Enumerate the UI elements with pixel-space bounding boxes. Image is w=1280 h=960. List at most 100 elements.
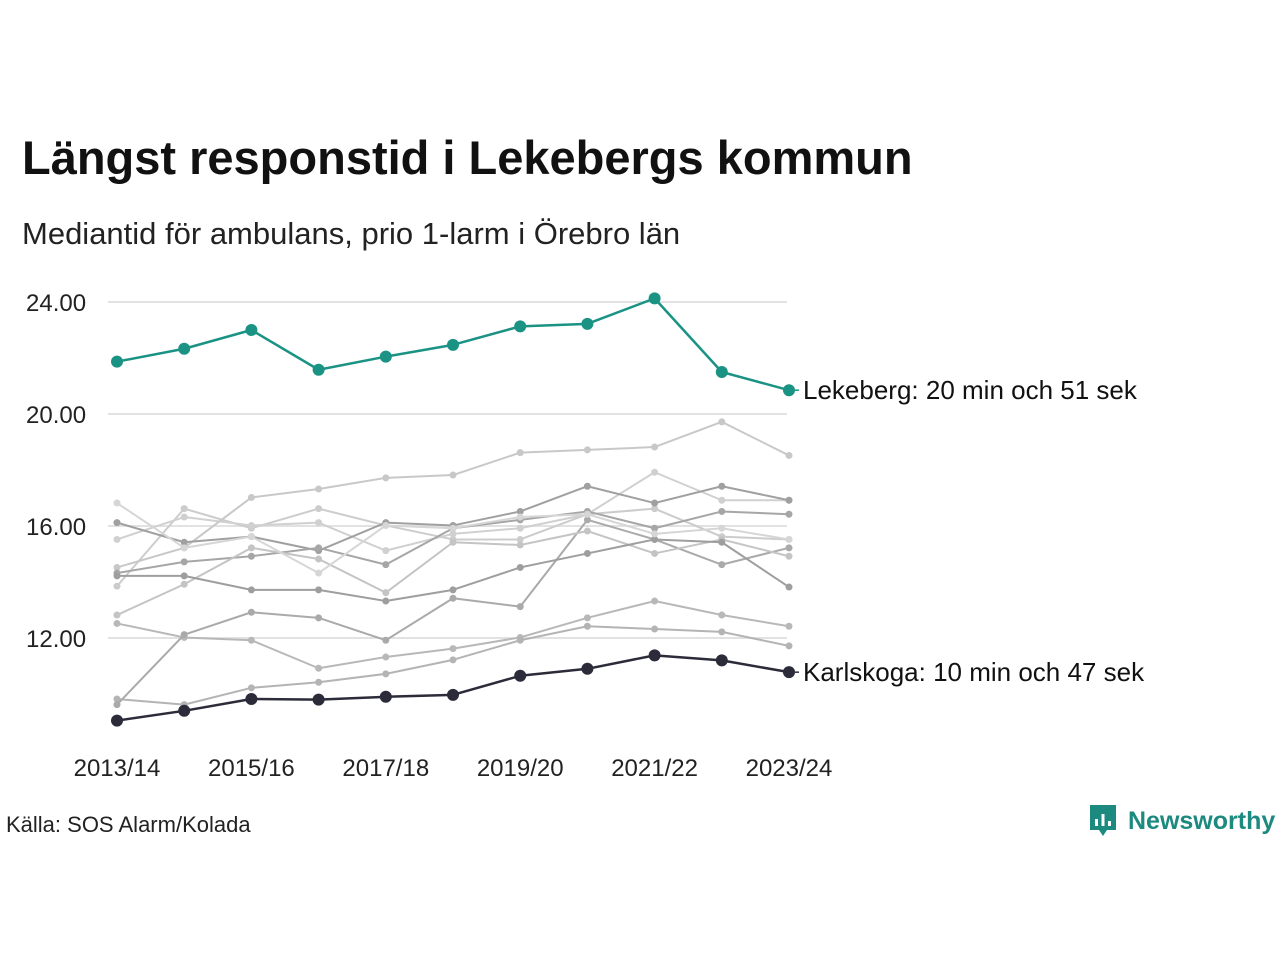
background-series-point — [382, 589, 390, 597]
lekeberg-series-point — [178, 342, 191, 355]
background-series-point — [247, 533, 255, 541]
brand-name: Newsworthy — [1128, 806, 1276, 835]
background-series-point — [382, 670, 390, 678]
karlskoga-series-point — [447, 688, 459, 701]
series-labels: Lekeberg: 20 min och 51 sek Karlskoga: 10… — [795, 375, 1145, 687]
newsworthy-logo-icon — [1090, 805, 1116, 836]
background-series-point — [651, 549, 659, 557]
background-series-point — [113, 611, 121, 619]
background-series-point — [516, 513, 524, 521]
background-series-point — [785, 622, 793, 630]
background-series-point — [247, 493, 255, 501]
background-series-point — [180, 631, 188, 639]
x-tick-label: 2015/16 — [208, 755, 295, 782]
background-series-point — [315, 519, 323, 527]
background-series-point — [516, 449, 524, 457]
background-series-point — [651, 524, 659, 532]
background-series-point — [785, 583, 793, 591]
background-series-point — [382, 521, 390, 529]
background-series-point — [247, 608, 255, 616]
background-series-point — [583, 446, 591, 454]
karlskoga-series-point — [111, 714, 123, 727]
background-series-point — [651, 535, 659, 543]
background-series-point — [583, 510, 591, 518]
background-series-point — [651, 468, 659, 476]
lekeberg-series-point — [312, 363, 325, 376]
background-series-point — [718, 507, 726, 515]
highlighted-series — [111, 292, 795, 727]
background-series-point — [382, 474, 390, 482]
background-series-point — [718, 538, 726, 546]
background-series-point — [315, 614, 323, 622]
background-series-point — [247, 636, 255, 644]
background-series-point — [180, 580, 188, 588]
background-series-point — [718, 418, 726, 426]
background-series-point — [516, 603, 524, 611]
background-series-point — [382, 653, 390, 661]
background-series-point — [651, 443, 659, 451]
background-series-point — [315, 664, 323, 672]
background-series-point — [449, 594, 457, 602]
background-series-point — [113, 695, 121, 703]
karlskoga-series-point — [178, 704, 191, 717]
karlskoga-series-label: Karlskoga: 10 min och 47 sek — [803, 657, 1145, 687]
x-tick-label: 2021/22 — [611, 755, 698, 782]
background-series-point — [315, 569, 323, 577]
background-series-point — [449, 656, 457, 664]
background-series-point — [516, 507, 524, 515]
background-series-point — [382, 547, 390, 555]
background-series-point — [382, 561, 390, 569]
background-series-point — [718, 628, 726, 636]
background-series-point — [651, 499, 659, 507]
background-series-point — [651, 625, 659, 633]
background-series-point — [180, 558, 188, 566]
background-series-point — [113, 701, 121, 709]
background-series-point — [449, 471, 457, 479]
background-series-point — [247, 586, 255, 594]
background-series-point — [247, 552, 255, 560]
background-series-point — [718, 496, 726, 504]
background-series-point — [516, 636, 524, 644]
background-series-point — [113, 619, 121, 627]
background-series-point — [315, 485, 323, 493]
background-series-point — [583, 614, 591, 622]
karlskoga-series-point — [783, 666, 795, 679]
background-series-point — [180, 544, 188, 552]
background-series-point — [785, 451, 793, 459]
source-note: Källa: SOS Alarm/Kolada — [6, 812, 251, 837]
background-series-point — [785, 544, 793, 552]
lekeberg-series-point — [447, 338, 459, 351]
background-series-point — [180, 572, 188, 580]
background-series-point — [718, 524, 726, 532]
background-series-point — [113, 535, 121, 543]
karlskoga-series-point — [514, 669, 527, 682]
background-series-point — [382, 597, 390, 605]
x-axis-ticks: 2013/14 2015/16 2017/18 2019/20 2021/22 2023/… — [74, 755, 833, 782]
background-series-point — [315, 544, 323, 552]
background-series-point — [651, 597, 659, 605]
background-series-point — [449, 538, 457, 546]
background-series-point — [651, 505, 659, 513]
background-series-point — [180, 505, 188, 513]
background-series-line — [116, 518, 790, 706]
background-series-point — [583, 549, 591, 557]
lekeberg-series-point — [111, 355, 123, 368]
background-series-point — [651, 530, 659, 538]
lekeberg-series-point — [245, 324, 258, 336]
x-tick-label: 2017/18 — [342, 755, 429, 782]
y-tick-label: 16.00 — [26, 514, 86, 541]
background-series-point — [315, 505, 323, 513]
lekeberg-series-point — [514, 320, 527, 333]
x-tick-label: 2019/20 — [477, 755, 564, 782]
background-series-point — [247, 544, 255, 552]
background-series-point — [315, 586, 323, 594]
background-series — [113, 418, 793, 709]
background-series-point — [449, 530, 457, 538]
background-series-point — [113, 499, 121, 507]
background-series-point — [113, 563, 121, 571]
background-series-point — [718, 561, 726, 569]
background-series-point — [583, 516, 591, 524]
background-series-point — [382, 636, 390, 644]
background-series-point — [516, 541, 524, 549]
background-series-point — [583, 482, 591, 490]
